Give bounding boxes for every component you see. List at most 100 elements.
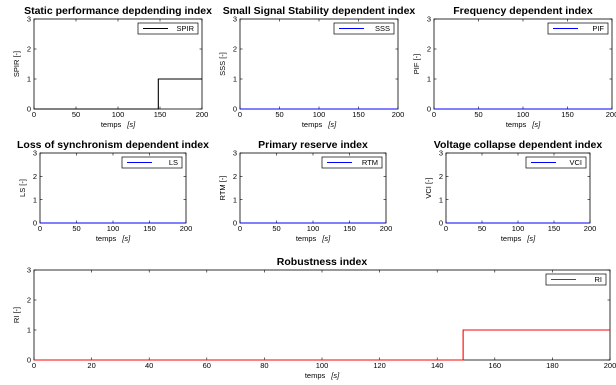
x-tick-label: 100 xyxy=(112,110,125,119)
panel-title: Primary reserve index xyxy=(258,139,368,151)
y-tick-label: 0 xyxy=(27,356,31,365)
x-tick-label: 100 xyxy=(307,224,320,233)
x-tick-label: 180 xyxy=(546,361,559,370)
panel-2: Small Signal Stability dependent index 0 5… xyxy=(218,5,415,129)
x-tick-label: 50 xyxy=(474,110,482,119)
x-axis-label: temps [s] xyxy=(305,371,340,380)
x-tick-label: 0 xyxy=(238,110,242,119)
x-tick-label: 200 xyxy=(196,110,209,119)
y-tick-label: 2 xyxy=(27,45,31,54)
y-tick-label: 1 xyxy=(27,75,31,84)
panel-5: Primary reserve index 0 50 100 150 200 0 1 2 3 tem… xyxy=(218,139,392,243)
panel-title: Frequency dependent index xyxy=(453,5,593,17)
y-tick-label: 1 xyxy=(233,195,237,204)
x-tick-label: 160 xyxy=(489,361,502,370)
x-axis-label-text: temps xyxy=(96,234,117,243)
x-axis-label-unit: [s] xyxy=(321,234,331,243)
legend-label: PIF xyxy=(592,24,604,33)
x-tick-label: 100 xyxy=(107,224,120,233)
y-tick-label: 2 xyxy=(33,172,37,181)
y-tick-label: 1 xyxy=(27,326,31,335)
x-axis-label-text: temps xyxy=(501,234,522,243)
x-axis-label-text: temps xyxy=(305,371,326,380)
x-axis-label: temps [s] xyxy=(501,234,536,243)
y-tick-label: 2 xyxy=(439,172,443,181)
x-tick-label: 20 xyxy=(87,361,95,370)
y-tick-label: 0 xyxy=(439,219,443,228)
x-tick-label: 50 xyxy=(275,110,283,119)
panel-title: Voltage collapse dependent index xyxy=(434,139,603,151)
y-axis-label: SSS [-] xyxy=(218,52,227,76)
y-tick-label: 3 xyxy=(27,15,31,24)
x-tick-label: 100 xyxy=(313,110,326,119)
x-tick-label: 200 xyxy=(380,224,393,233)
y-tick-label: 2 xyxy=(233,172,237,181)
x-tick-label: 40 xyxy=(145,361,153,370)
x-tick-label: 100 xyxy=(316,361,329,370)
legend-label: RI xyxy=(595,275,603,284)
x-tick-label: 60 xyxy=(203,361,211,370)
y-tick-label: 1 xyxy=(439,195,443,204)
panel-title: Small Signal Stability dependent index xyxy=(223,5,416,17)
x-tick-label: 150 xyxy=(561,110,574,119)
y-tick-label: 2 xyxy=(233,45,237,54)
x-tick-label: 150 xyxy=(154,110,167,119)
y-tick-label: 3 xyxy=(439,149,443,158)
x-tick-label: 120 xyxy=(373,361,386,370)
x-tick-label: 150 xyxy=(352,110,365,119)
x-tick-label: 50 xyxy=(478,224,486,233)
y-tick-label: 0 xyxy=(27,105,31,114)
x-tick-label: 0 xyxy=(432,110,436,119)
legend-label: SPIR xyxy=(176,24,194,33)
x-tick-label: 200 xyxy=(604,361,616,370)
y-tick-label: 0 xyxy=(233,105,237,114)
x-axis-label-unit: [s] xyxy=(330,371,340,380)
y-axis-label: PIF [-] xyxy=(412,54,421,74)
series-line-spir xyxy=(34,78,202,110)
y-tick-label: 0 xyxy=(33,219,37,228)
x-axis-label-text: temps xyxy=(296,234,317,243)
x-axis-label: temps [s] xyxy=(302,120,337,129)
y-tick-label: 3 xyxy=(27,266,31,275)
legend-label: VCI xyxy=(569,158,582,167)
y-axis-label: LS [-] xyxy=(18,179,27,197)
x-tick-label: 50 xyxy=(72,224,80,233)
x-axis-label: temps [s] xyxy=(506,120,541,129)
x-tick-label: 200 xyxy=(392,110,405,119)
x-tick-label: 150 xyxy=(343,224,356,233)
x-axis-label: temps [s] xyxy=(296,234,331,243)
y-tick-label: 3 xyxy=(233,15,237,24)
y-tick-label: 0 xyxy=(233,219,237,228)
y-axis-label: VCI [-] xyxy=(424,177,433,198)
x-tick-label: 150 xyxy=(548,224,561,233)
panel-title: Loss of synchronism dependent index xyxy=(17,139,209,151)
x-tick-label: 200 xyxy=(606,110,616,119)
y-tick-label: 3 xyxy=(33,149,37,158)
x-tick-label: 140 xyxy=(431,361,444,370)
x-tick-label: 50 xyxy=(272,224,280,233)
panel-title: Robustness index xyxy=(277,256,368,268)
x-tick-label: 200 xyxy=(584,224,597,233)
x-tick-label: 0 xyxy=(32,110,36,119)
x-tick-label: 0 xyxy=(444,224,448,233)
axes-frame xyxy=(33,269,611,361)
x-tick-label: 0 xyxy=(238,224,242,233)
x-tick-label: 0 xyxy=(38,224,42,233)
y-tick-label: 1 xyxy=(427,75,431,84)
x-axis-label-text: temps xyxy=(302,120,323,129)
x-tick-label: 0 xyxy=(32,361,36,370)
y-tick-label: 1 xyxy=(33,195,37,204)
series-line-ri xyxy=(34,329,610,361)
x-axis-label: temps [s] xyxy=(101,120,136,129)
x-tick-label: 80 xyxy=(260,361,268,370)
x-axis-label: temps [s] xyxy=(96,234,131,243)
y-axis-label: RI [-] xyxy=(12,307,21,323)
x-axis-label-unit: [s] xyxy=(121,234,131,243)
y-tick-label: 2 xyxy=(27,296,31,305)
y-axis-label: RTM [-] xyxy=(218,176,227,201)
legend-label: LS xyxy=(169,158,178,167)
